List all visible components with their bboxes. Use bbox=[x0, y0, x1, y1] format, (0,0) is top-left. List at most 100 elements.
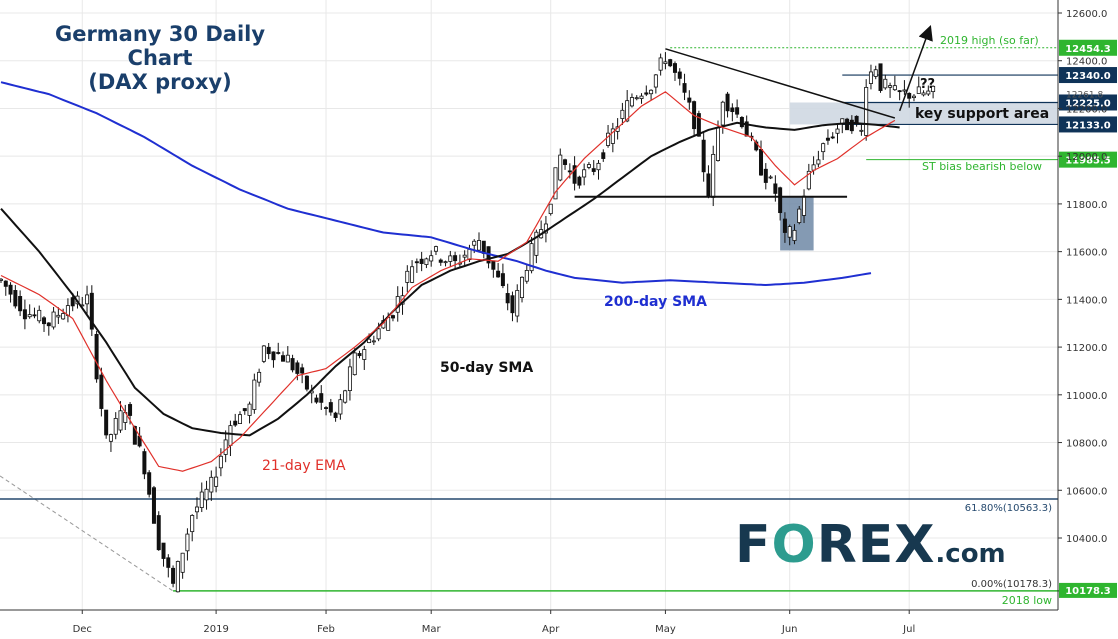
y-tick-label: 12400.0 bbox=[1066, 57, 1107, 68]
candle-body bbox=[333, 412, 338, 418]
candle-body bbox=[931, 85, 936, 93]
candle-body bbox=[367, 338, 372, 343]
candle-body bbox=[300, 367, 305, 374]
candle-body bbox=[572, 165, 577, 184]
candle-body bbox=[606, 132, 611, 146]
candle-body bbox=[926, 90, 931, 95]
candle-body bbox=[147, 472, 152, 495]
logo-rex: REX bbox=[816, 515, 936, 575]
candle-body bbox=[438, 259, 443, 263]
candle-body bbox=[405, 270, 410, 283]
indicator-lines bbox=[0, 48, 900, 472]
candle-body bbox=[505, 293, 510, 304]
candle-body bbox=[825, 137, 830, 141]
candle-body bbox=[204, 488, 209, 501]
y-tick-label: 10400.0 bbox=[1066, 534, 1107, 545]
candle-body bbox=[778, 187, 783, 214]
candle-body bbox=[830, 136, 835, 139]
candle-body bbox=[763, 168, 768, 183]
annotations: 2019 high (so far) ST bias bearish below?… bbox=[262, 25, 1049, 474]
ema21-line bbox=[0, 91, 896, 472]
y-tick-label: 12000.0 bbox=[1066, 152, 1107, 163]
candle-body bbox=[864, 86, 869, 136]
y-current-label: 12261.8 bbox=[1066, 91, 1103, 101]
candle-body bbox=[261, 345, 266, 362]
candle-body bbox=[42, 317, 47, 325]
candle-body bbox=[237, 414, 242, 424]
candle-body bbox=[185, 533, 190, 552]
candle-body bbox=[276, 352, 281, 354]
support-label: key support area bbox=[915, 106, 1049, 122]
x-tick-label: Jun bbox=[781, 624, 798, 635]
candle-body bbox=[634, 97, 639, 100]
candle-body bbox=[70, 297, 75, 307]
candle-body bbox=[142, 451, 147, 475]
candle-body bbox=[696, 113, 701, 137]
ema21-label: 21-day EMA bbox=[262, 458, 346, 474]
candle-body bbox=[285, 354, 290, 363]
candle-body bbox=[888, 85, 893, 88]
candle-body bbox=[61, 313, 66, 320]
y-tick-label: 11600.0 bbox=[1066, 248, 1107, 259]
candle-body bbox=[104, 409, 109, 436]
candle-body bbox=[845, 118, 850, 131]
candle-body bbox=[806, 170, 811, 190]
candle-body bbox=[677, 71, 682, 79]
candle-body bbox=[166, 557, 171, 568]
level-label-navy: 12225.0 bbox=[1065, 98, 1111, 109]
candle-body bbox=[802, 195, 807, 216]
candle-body bbox=[156, 515, 161, 551]
candle-body bbox=[548, 203, 553, 215]
y-tick-label: 10600.0 bbox=[1066, 486, 1107, 497]
sma50-label: 50-day SMA bbox=[440, 360, 533, 376]
candle-body bbox=[510, 295, 515, 314]
candle-body bbox=[491, 260, 496, 270]
candle-body bbox=[46, 322, 51, 327]
candle-body bbox=[228, 425, 233, 446]
candle-body bbox=[520, 276, 525, 299]
candle-body bbox=[773, 183, 778, 194]
candle-body bbox=[218, 455, 223, 469]
x-tick-label: 2019 bbox=[203, 624, 228, 635]
candle-body bbox=[85, 294, 90, 305]
candle-body bbox=[859, 129, 864, 132]
x-tick-label: Feb bbox=[317, 624, 335, 635]
candle-body bbox=[768, 176, 773, 179]
candle-body bbox=[610, 128, 615, 144]
candle-body bbox=[797, 208, 802, 223]
candle-body bbox=[821, 143, 826, 153]
x-tick-label: Mar bbox=[422, 624, 442, 635]
level-label-green: 12454.3 bbox=[1065, 44, 1111, 55]
level-box-navy bbox=[1059, 94, 1117, 111]
logo-f: F bbox=[735, 515, 772, 575]
level-label-green: 11985.5 bbox=[1065, 156, 1111, 167]
candle-body bbox=[515, 290, 520, 317]
candle-body bbox=[467, 248, 472, 261]
candle-body bbox=[720, 101, 725, 126]
candle-body bbox=[792, 229, 797, 241]
candle-body bbox=[3, 280, 8, 287]
candle-body bbox=[22, 309, 27, 320]
candle-body bbox=[13, 290, 18, 307]
candle-body bbox=[180, 552, 185, 573]
candle-body bbox=[209, 476, 214, 493]
arrow-up bbox=[898, 25, 933, 112]
candle-body bbox=[419, 258, 424, 264]
candle-body bbox=[706, 173, 711, 198]
candle-body bbox=[362, 349, 367, 360]
candle-body bbox=[304, 375, 309, 390]
candle-body bbox=[921, 92, 926, 96]
candle-body bbox=[199, 491, 204, 508]
fib-label: 61.80%(10563.3) bbox=[965, 503, 1052, 514]
candle-body bbox=[529, 243, 534, 272]
candle-body bbox=[433, 246, 438, 252]
candle-body bbox=[902, 89, 907, 92]
high-note: 2019 high (so far) bbox=[940, 34, 1039, 47]
candle-body bbox=[242, 408, 247, 412]
sma200-label: 200-day SMA bbox=[604, 294, 707, 310]
candle-body bbox=[687, 97, 692, 103]
candle-body bbox=[897, 90, 902, 93]
level-box-navy bbox=[1059, 116, 1117, 133]
candle-body bbox=[577, 176, 582, 186]
